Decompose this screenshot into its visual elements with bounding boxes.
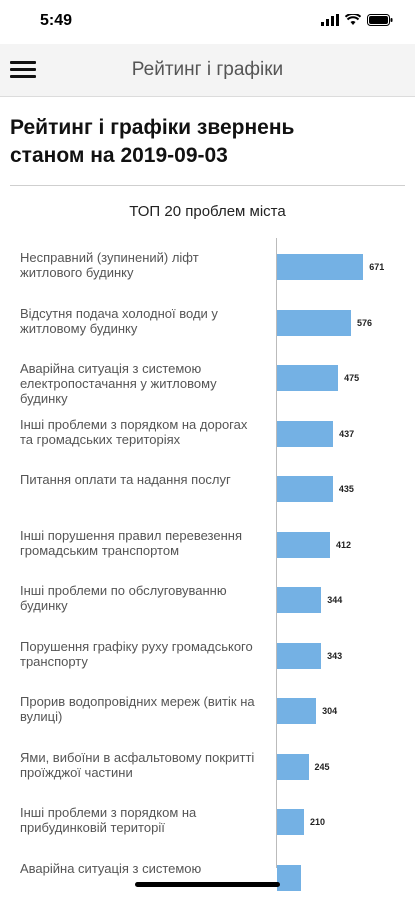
bar[interactable]	[277, 309, 352, 336]
category-label: Несправний (зупинений) ліфт житлового бу…	[20, 250, 199, 280]
bar-value-label: 576	[357, 317, 373, 328]
category-label: Прорив водопровідних мереж (витік на вул…	[20, 694, 255, 724]
bar[interactable]	[277, 753, 309, 780]
bar-value-label: 671	[369, 262, 385, 272]
signal-icon	[321, 14, 339, 26]
chart-axis	[276, 238, 277, 868]
wifi-icon	[345, 14, 361, 25]
bar-value-label: 475	[344, 373, 360, 383]
bar[interactable]	[277, 476, 333, 502]
bar-value-label: 435	[338, 484, 354, 494]
status-icons	[321, 14, 393, 26]
battery-icon	[367, 14, 393, 26]
bar[interactable]	[277, 420, 334, 447]
bar-value-label: 245	[314, 761, 330, 772]
category-label: Інші проблеми з порядком на дорогах та г…	[20, 416, 248, 447]
bar-value-label: 437	[339, 428, 355, 439]
bar-value-label: 344	[327, 595, 343, 605]
bar[interactable]	[277, 698, 317, 724]
hamburger-icon-line	[10, 68, 36, 71]
page-title: Рейтинг і графіки звернень станом на 201…	[10, 116, 295, 167]
category-label: Інші проблеми з порядком на прибудинкові…	[20, 805, 197, 835]
home-indicator	[135, 882, 280, 887]
bar-value-label: 412	[335, 539, 351, 550]
category-label: Порушення графіку руху громадського тран…	[20, 638, 253, 669]
category-label: Ями, вибоїни в асфальтовому покритті про…	[20, 749, 255, 780]
bar[interactable]	[277, 254, 364, 280]
category-label: Аварійна ситуація з системою електропост…	[20, 361, 217, 406]
bar[interactable]	[277, 365, 339, 391]
category-label: Питання оплати та надання послуг	[20, 472, 231, 487]
hamburger-icon	[10, 61, 36, 64]
navbar: Рейтинг і графіки	[0, 44, 415, 97]
bar-value-label: 304	[322, 706, 338, 716]
category-label: Аварійна ситуація з системою	[20, 860, 202, 876]
status-bar: 5:49	[0, 0, 415, 44]
bar[interactable]	[277, 809, 304, 835]
chart-title: ТОП 20 проблем міста	[129, 203, 286, 220]
category-label: Відсутня подача холодної води у житловом…	[20, 305, 218, 336]
menu-button[interactable]	[10, 57, 36, 83]
bar[interactable]	[277, 587, 322, 613]
bar[interactable]	[277, 864, 301, 891]
category-label: Інші порушення правил перевезення громад…	[20, 527, 242, 558]
bar[interactable]	[277, 531, 330, 558]
bar-value-label: 343	[327, 650, 343, 661]
category-label: Інші проблеми по обслуговуванню будинку	[20, 583, 227, 613]
status-time: 5:49	[40, 12, 73, 29]
title-divider	[10, 185, 405, 186]
hamburger-icon-line	[10, 75, 36, 78]
bar[interactable]	[277, 642, 322, 669]
bar-value-label: 210	[310, 817, 326, 827]
navbar-title: Рейтинг і графіки	[131, 59, 284, 80]
